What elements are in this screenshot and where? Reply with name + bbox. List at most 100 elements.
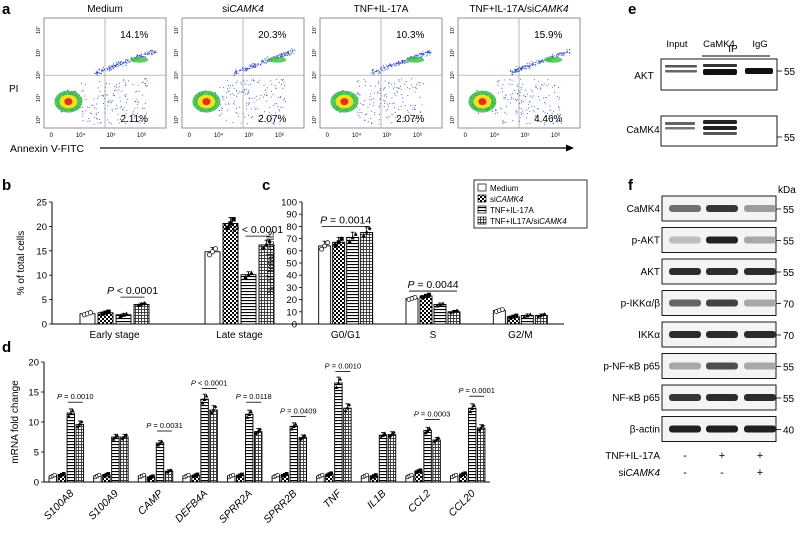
event-dot xyxy=(393,86,395,88)
p-value-label: P = 0.0010 xyxy=(325,362,362,371)
data-point xyxy=(353,231,358,236)
event-dot xyxy=(515,110,517,112)
data-point xyxy=(511,314,516,319)
p-symbol: P xyxy=(414,410,419,419)
event-dot xyxy=(291,53,292,55)
event-dot xyxy=(92,104,94,106)
bar xyxy=(360,232,374,325)
event-dot xyxy=(423,52,425,54)
label-part: si xyxy=(618,468,625,479)
event-dot xyxy=(238,115,240,117)
event-dot xyxy=(145,85,147,87)
treatment-label: siCAMK4 xyxy=(618,468,660,479)
event-dot xyxy=(542,59,544,61)
event-dot xyxy=(265,118,267,120)
event-dot xyxy=(518,92,520,94)
event-dot xyxy=(226,79,228,81)
event-dot xyxy=(412,87,414,89)
event-dot xyxy=(535,86,537,88)
event-dot xyxy=(137,104,139,106)
event-dot xyxy=(272,104,274,106)
event-dot xyxy=(249,98,251,99)
event-dot xyxy=(143,117,145,119)
event-dot xyxy=(121,105,122,107)
p-value-label: P = 0.0031 xyxy=(146,421,183,430)
quadrant-upper-right-percent: 14.1% xyxy=(120,30,148,41)
event-dot xyxy=(427,50,429,52)
event-dot xyxy=(394,83,395,85)
event-dot xyxy=(276,78,278,80)
event-dot xyxy=(223,87,224,89)
event-dot xyxy=(526,109,528,111)
event-dot xyxy=(501,108,503,110)
p-value: = 0.0118 xyxy=(241,392,272,401)
p-value: = 0.0003 xyxy=(419,410,451,419)
event-dot xyxy=(532,91,534,93)
y-tick-label: 100 xyxy=(281,198,297,209)
event-dot xyxy=(109,65,111,67)
event-dot xyxy=(528,107,529,109)
event-dot xyxy=(147,53,149,55)
event-dot xyxy=(388,86,390,88)
event-dot xyxy=(502,121,504,122)
event-dot xyxy=(247,68,249,70)
event-dot xyxy=(120,107,122,109)
event-dot xyxy=(405,61,407,63)
event-dot xyxy=(398,79,400,81)
event-dot xyxy=(95,113,97,115)
event-dot xyxy=(266,62,268,64)
flow-x-tick-label: 10⁴ xyxy=(490,132,500,139)
event-dot xyxy=(559,119,561,121)
event-dot xyxy=(388,65,390,67)
event-dot xyxy=(533,111,535,113)
event-dot xyxy=(281,55,283,57)
event-dot xyxy=(250,108,252,110)
event-dot xyxy=(544,124,546,126)
event-dot xyxy=(243,70,245,72)
treatment-label: TNF+IL-17A xyxy=(605,451,660,462)
event-dot xyxy=(398,87,400,89)
event-dot xyxy=(393,63,395,65)
event-dot xyxy=(136,56,138,58)
data-point xyxy=(281,474,285,478)
band xyxy=(665,70,697,73)
event-dot xyxy=(144,82,146,84)
event-dot xyxy=(243,116,245,118)
event-dot xyxy=(145,112,147,114)
data-point xyxy=(111,437,116,441)
event-dot xyxy=(247,84,249,86)
event-dot xyxy=(125,121,127,122)
y-tick-label: 0 xyxy=(292,320,297,331)
event-dot xyxy=(414,91,416,93)
event-dot xyxy=(417,117,419,118)
event-dot xyxy=(137,101,139,103)
event-dot xyxy=(558,105,559,107)
event-dot xyxy=(560,54,562,56)
blot-signaling: kDa CaMK4 55 p-AKT 55 AKT 55 p-IKKα/β 70 IKKα 70 p… xyxy=(603,185,796,479)
event-dot xyxy=(253,64,254,66)
event-dot xyxy=(117,113,119,115)
event-dot xyxy=(403,61,405,63)
event-dot xyxy=(287,51,289,53)
label-part: si xyxy=(490,195,496,204)
event-dot xyxy=(112,64,114,66)
event-dot xyxy=(280,84,282,85)
event-dot xyxy=(378,72,380,74)
event-dot xyxy=(505,113,507,115)
event-dot xyxy=(137,121,139,122)
data-point xyxy=(167,469,171,473)
category-label: Early stage xyxy=(89,330,139,341)
event-dot xyxy=(118,65,120,67)
event-dot xyxy=(393,88,394,90)
event-dot xyxy=(134,101,136,103)
event-dot xyxy=(137,113,139,115)
event-dot xyxy=(268,106,270,108)
event-dot xyxy=(495,113,496,115)
y-axis-label: % of total cells xyxy=(16,231,27,295)
band xyxy=(706,205,738,212)
event-dot xyxy=(281,79,283,81)
event-dot xyxy=(82,119,84,121)
event-dot xyxy=(372,70,374,72)
event-dot xyxy=(110,68,112,70)
event-dot xyxy=(118,89,120,91)
